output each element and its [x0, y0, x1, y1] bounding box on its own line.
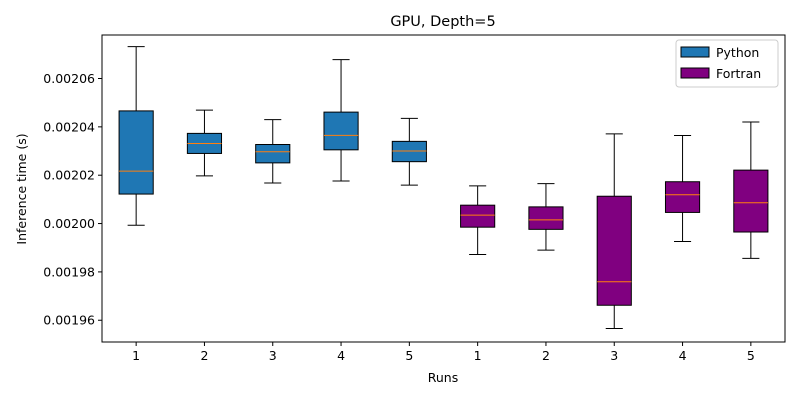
box-python-4: [323, 59, 359, 182]
x-tick-label: 2: [542, 348, 550, 363]
y-axis-ticks: 0.00196 0.00198 0.00200 0.00202 0.00204 0.002…: [43, 71, 102, 328]
x-axis-label: Runs: [428, 370, 458, 385]
box-python-3: [255, 119, 291, 184]
x-tick-label: 3: [610, 348, 618, 363]
box-fortran-4: [664, 135, 701, 242]
x-axis-ticks: 1 2 3 4 5 1 2 3 4 5: [132, 342, 755, 363]
chart-title: GPU, Depth=5: [390, 14, 495, 30]
legend-label-fortran: Fortran: [716, 66, 761, 81]
box-fortran-2: [528, 183, 564, 251]
box-body: [255, 144, 291, 164]
plot-frame: [101, 34, 786, 343]
legend: Python Fortran: [675, 39, 779, 88]
y-tick-label: 0.00202: [43, 168, 95, 183]
x-tick-label: 2: [200, 348, 208, 363]
x-tick-label: 1: [474, 348, 482, 363]
legend-label-python: Python: [716, 45, 759, 60]
box-body: [664, 181, 701, 213]
x-tick-label: 3: [269, 348, 277, 363]
box-body: [528, 206, 564, 230]
box-body: [460, 204, 496, 228]
box-body: [323, 111, 359, 151]
box-python-2: [186, 109, 223, 177]
box-group: [118, 46, 769, 329]
box-body: [118, 110, 154, 195]
box-fortran-3: [596, 133, 632, 329]
y-tick-label: 0.00204: [43, 119, 95, 134]
box-fortran-5: [733, 121, 769, 259]
box-python-5: [391, 117, 427, 186]
box-fortran-1: [460, 185, 496, 255]
box-body: [596, 195, 632, 306]
legend-swatch-python: [680, 46, 710, 58]
legend-swatch-fortran: [680, 67, 710, 79]
y-tick-label: 0.00206: [43, 71, 95, 86]
box-python-1: [118, 46, 154, 226]
x-tick-label: 4: [337, 348, 345, 363]
y-tick-label: 0.00200: [43, 216, 95, 231]
y-tick-label: 0.00196: [43, 313, 95, 328]
y-axis-label: Inference time (s): [14, 133, 29, 244]
y-tick-label: 0.00198: [43, 264, 95, 279]
box-body: [733, 169, 769, 233]
x-tick-label: 4: [679, 348, 687, 363]
x-tick-label: 1: [132, 348, 140, 363]
x-tick-label: 5: [747, 348, 755, 363]
x-tick-label: 5: [405, 348, 413, 363]
